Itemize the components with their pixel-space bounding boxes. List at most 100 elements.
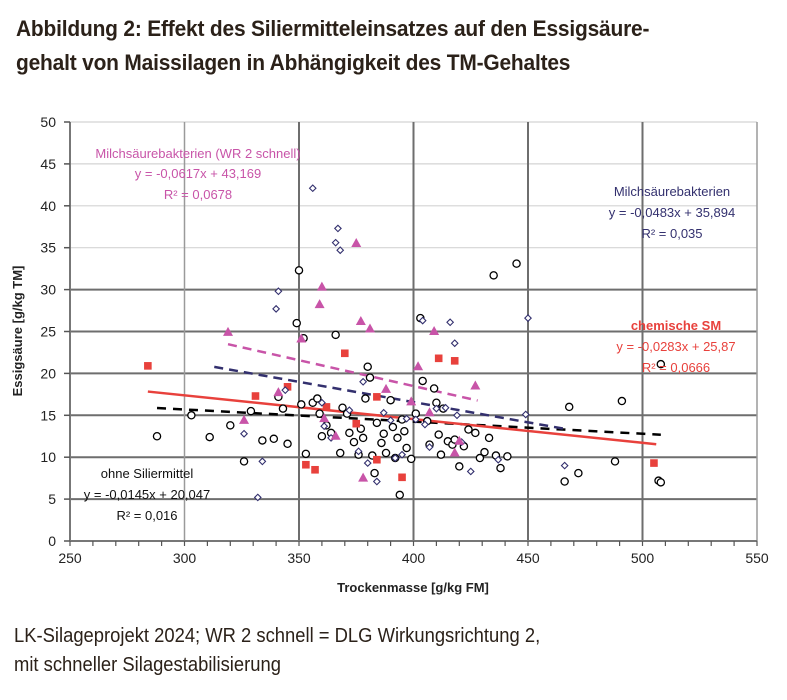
- data-point: [386, 395, 395, 405]
- data-point: [331, 330, 340, 340]
- data-point: [361, 394, 370, 403]
- annotation-msb-label: Milchsäurebakterien: [614, 184, 730, 199]
- data-point: [301, 449, 311, 459]
- data-point: [560, 477, 569, 486]
- data-point: [296, 333, 307, 343]
- data-point: [294, 266, 304, 275]
- data-point: [402, 443, 411, 453]
- data-point: [436, 450, 446, 459]
- data-point: [418, 316, 427, 325]
- data-point: [373, 455, 381, 464]
- data-point: [363, 459, 372, 468]
- data-point: [420, 420, 429, 429]
- x-axis-ticks: 250 300 350 400 450 500 550: [58, 550, 769, 566]
- data-point: [308, 184, 317, 193]
- data-point: [144, 362, 152, 370]
- data-point: [354, 447, 363, 456]
- y-tick-label: 45: [40, 156, 56, 172]
- data-point: [425, 443, 434, 452]
- data-point: [358, 472, 369, 482]
- data-point: [331, 238, 340, 247]
- x-tick-label: 400: [402, 550, 426, 566]
- y-tick-label: 15: [40, 407, 56, 423]
- data-point: [335, 448, 345, 458]
- data-point: [524, 314, 532, 323]
- data-point: [449, 447, 460, 457]
- data-point: [402, 414, 411, 423]
- data-point: [418, 376, 427, 386]
- data-point: [274, 287, 283, 296]
- y-tick-label: 5: [48, 491, 56, 507]
- data-point: [311, 465, 319, 474]
- data-point: [365, 373, 375, 382]
- data-point: [494, 455, 503, 464]
- data-point: [381, 448, 391, 458]
- data-point: [398, 473, 406, 482]
- data-point: [373, 393, 381, 401]
- data-point: [258, 436, 267, 445]
- data-point: [455, 462, 464, 471]
- x-tick-label: 250: [58, 550, 82, 566]
- series-ohne-siliermittel: [152, 259, 666, 500]
- data-point: [406, 454, 416, 464]
- y-tick-label: 25: [40, 324, 56, 340]
- data-point: [489, 271, 498, 280]
- y-tick-label: 20: [40, 365, 56, 381]
- data-point: [355, 315, 366, 325]
- data-point: [391, 454, 400, 463]
- data-point: [226, 421, 235, 430]
- data-point: [521, 410, 530, 419]
- data-point: [400, 426, 409, 436]
- x-tick-label: 450: [516, 550, 540, 566]
- data-point: [273, 387, 284, 397]
- data-point: [313, 394, 322, 403]
- annotation-wr2-r2: R² = 0,0678: [164, 187, 232, 202]
- data-point: [316, 281, 327, 291]
- data-point: [364, 323, 375, 333]
- gridlines: [70, 121, 758, 541]
- data-point: [372, 477, 381, 486]
- data-point: [406, 396, 417, 406]
- data-point: [317, 431, 327, 441]
- annotation-wr2: Milchsäurebakterien (WR 2 schnell) y = -…: [95, 146, 300, 202]
- data-point: [464, 425, 473, 434]
- data-point: [434, 354, 443, 363]
- data-point: [475, 453, 485, 463]
- data-point: [283, 383, 292, 391]
- figure-caption: LK-Silageprojekt 2024; WR 2 schnell = DL…: [14, 622, 713, 680]
- data-point: [359, 377, 368, 386]
- data-point: [398, 450, 407, 459]
- data-point: [330, 430, 341, 440]
- axes: [64, 121, 758, 546]
- data-point: [512, 259, 521, 268]
- data-point: [610, 457, 620, 466]
- annotation-chem-equation: y = -0,0283x + 25,87: [616, 339, 735, 354]
- data-point: [240, 429, 249, 438]
- y-tick-label: 30: [40, 282, 56, 298]
- data-point: [258, 457, 267, 466]
- annotation-chem-r2: R² = 0,0666: [642, 360, 710, 375]
- data-point: [315, 409, 324, 418]
- annotation-wr2-label: Milchsäurebakterien (WR 2 schnell): [95, 146, 300, 161]
- data-point: [253, 493, 262, 502]
- data-point: [480, 447, 489, 457]
- data-point: [363, 362, 372, 371]
- figure-title: Abbildung 2: Effekt des Siliermitteleins…: [16, 12, 723, 80]
- data-point: [278, 404, 288, 413]
- data-point: [302, 460, 310, 469]
- x-tick-label: 300: [173, 550, 197, 566]
- data-point: [617, 396, 627, 406]
- data-point: [187, 411, 196, 420]
- data-point: [379, 429, 388, 438]
- x-axis-label: Trockenmasse [g/kg FM]: [337, 580, 489, 595]
- data-point: [377, 438, 386, 448]
- y-axis-ticks: 0 5 10 15 20 25 30 35 40 45 50: [40, 114, 56, 549]
- data-point: [345, 428, 354, 438]
- data-point: [450, 339, 459, 348]
- data-point: [441, 403, 450, 412]
- annotation-msb: Milchsäurebakterien y = -0,0483x + 35,89…: [609, 184, 735, 241]
- data-point: [336, 246, 345, 255]
- data-point: [320, 422, 329, 431]
- data-point: [453, 411, 461, 420]
- data-point: [358, 433, 368, 443]
